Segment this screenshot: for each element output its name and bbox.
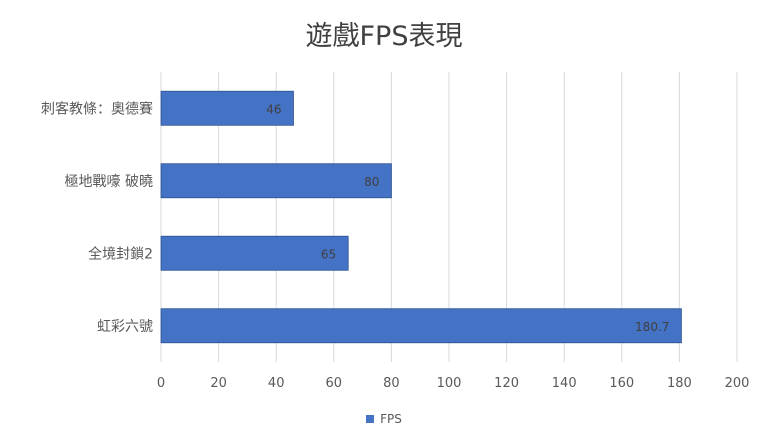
data-label: 65: [321, 247, 336, 261]
x-tick-label: 100: [437, 376, 462, 391]
data-label: 46: [266, 102, 281, 116]
x-tick-label: 160: [609, 376, 634, 391]
legend: FPS: [0, 412, 768, 426]
bar: [160, 235, 349, 271]
y-category-label: 刺客教條：奧德賽: [41, 100, 153, 117]
x-tick-label: 80: [383, 376, 400, 391]
x-tick-label: 140: [552, 376, 577, 391]
y-category-label: 虹彩六號: [97, 319, 153, 335]
bar: [160, 90, 294, 126]
data-label: 180.7: [635, 320, 669, 334]
y-category-label: 全境封鎖2: [88, 245, 153, 262]
legend-label: FPS: [380, 412, 402, 426]
x-tick-label: 60: [326, 376, 343, 391]
data-label: 80: [364, 175, 379, 189]
x-tick-label: 180: [667, 376, 692, 391]
x-tick-label: 200: [725, 376, 750, 391]
legend-swatch: [366, 415, 375, 423]
x-tick-label: 120: [494, 376, 519, 391]
bar: [160, 308, 682, 344]
x-tick-label: 0: [157, 376, 165, 391]
x-tick-label: 40: [268, 376, 285, 391]
y-category-label: 極地戰嚎 破曉: [65, 173, 153, 190]
x-tick-label: 20: [210, 376, 227, 391]
bar: [160, 163, 392, 199]
chart-title: 遊戲FPS表現: [305, 21, 463, 52]
